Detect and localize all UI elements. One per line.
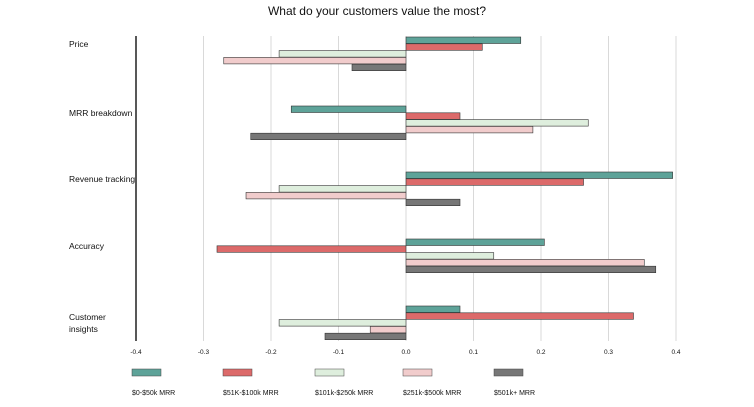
bar	[405, 112, 461, 120]
bar	[223, 57, 407, 65]
category-label: Customer	[69, 312, 106, 322]
x-tick-label: 0.0	[401, 349, 410, 356]
bar	[250, 132, 407, 140]
legend-label: $101k-$250k MRR	[315, 390, 373, 397]
bar	[278, 185, 407, 193]
legend-label: $0-$50k MRR	[132, 390, 175, 397]
bar	[278, 50, 407, 58]
legend-swatch	[131, 368, 162, 377]
x-tick-label: 0.3	[604, 349, 613, 356]
legend-label: $251k-$500k MRR	[403, 390, 461, 397]
category-label: Accuracy	[69, 241, 105, 251]
legend-swatch	[222, 368, 253, 377]
legend-swatch	[402, 368, 433, 377]
category-label: Revenue tracking	[69, 174, 135, 184]
bar	[324, 332, 407, 341]
bar	[405, 119, 589, 127]
bar	[405, 312, 634, 320]
bar	[405, 178, 584, 186]
legend-swatch	[314, 368, 345, 377]
category-label: insights	[69, 324, 98, 334]
x-tick-label: -0.4	[130, 349, 142, 356]
x-tick-label: -0.1	[333, 349, 345, 356]
bar	[405, 238, 545, 246]
legend-label: $51K-$100k MRR	[223, 390, 279, 397]
bar	[290, 105, 407, 113]
bar	[405, 36, 522, 44]
x-tick-label: -0.2	[265, 349, 277, 356]
bar	[405, 305, 461, 313]
bar	[405, 252, 495, 260]
bar	[405, 126, 534, 134]
bar	[216, 245, 407, 253]
x-tick-label: 0.2	[536, 349, 545, 356]
bar	[405, 259, 645, 267]
bar	[405, 43, 483, 51]
legend-swatch	[493, 368, 524, 377]
bar	[278, 319, 407, 327]
chart-title: What do your customers value the most?	[267, 4, 487, 18]
bar	[405, 171, 673, 179]
bar	[351, 63, 407, 71]
category-label: Price	[69, 39, 89, 49]
bar	[405, 198, 461, 206]
bar	[369, 326, 407, 334]
legend-label: $501k+ MRR	[494, 390, 535, 397]
x-tick-label: 0.4	[671, 349, 680, 356]
bar	[405, 265, 657, 274]
x-tick-label: -0.3	[198, 349, 210, 356]
x-tick-label: 0.1	[469, 349, 478, 356]
bar	[245, 192, 407, 200]
category-label: MRR breakdown	[69, 108, 133, 118]
